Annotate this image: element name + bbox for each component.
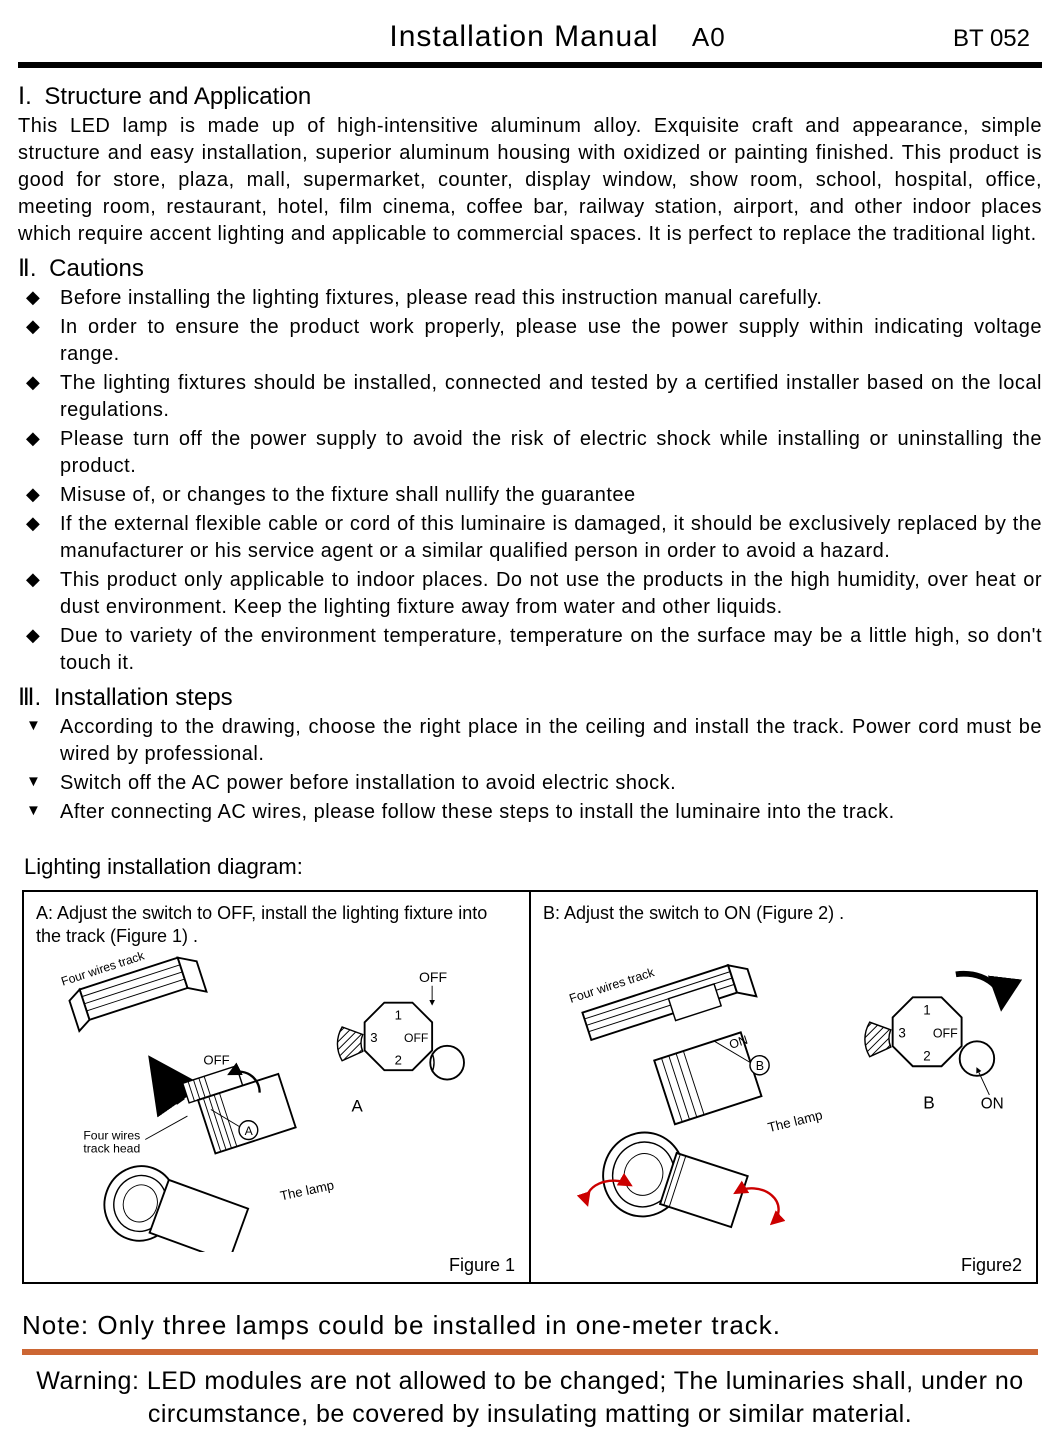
svg-text:2: 2 <box>923 1048 930 1063</box>
section3-num: Ⅲ. <box>18 684 41 711</box>
section2-num: Ⅱ. <box>18 255 36 282</box>
list-item: According to the drawing, choose the rig… <box>18 714 1042 768</box>
dial-off-label: OFF <box>419 969 448 985</box>
panel-a-drawing: Four wires track Four wires track head <box>24 952 529 1252</box>
doc-title-group: Installation Manual A0 <box>22 20 953 54</box>
panel-b-drawing: Four wires track ON <box>531 936 1036 1252</box>
list-item: Misuse of, or changes to the fixture sha… <box>18 482 1042 509</box>
note-text: Note: Only three lamps could be installe… <box>22 1310 1038 1341</box>
section3-heading: Ⅲ. Installation steps <box>18 683 1042 712</box>
section2-title: Cautions <box>49 255 144 282</box>
svg-text:2: 2 <box>395 1053 402 1068</box>
label-head: Four wires <box>83 1129 140 1143</box>
label-callout-a: A <box>245 1124 254 1138</box>
list-item: Switch off the AC power before installat… <box>18 770 1042 797</box>
list-item: In order to ensure the product work prop… <box>18 314 1042 368</box>
section1-body: This LED lamp is made up of high-intensi… <box>18 113 1042 248</box>
cautions-list: Before installing the lighting fixtures,… <box>18 285 1042 677</box>
section3-title: Installation steps <box>54 684 233 711</box>
list-item: This product only applicable to indoor p… <box>18 567 1042 621</box>
panel-a-caption: A: Adjust the switch to OFF, install the… <box>36 902 517 949</box>
diagram-heading: Lighting installation diagram: <box>24 854 1042 880</box>
figure2-label: Figure2 <box>961 1255 1022 1276</box>
panel-b-caption: B: Adjust the switch to ON (Figure 2) . <box>543 902 1024 925</box>
figure1-label: Figure 1 <box>449 1255 515 1276</box>
header: Installation Manual A0 BT 052 <box>18 20 1042 54</box>
svg-text:OFF: OFF <box>404 1031 428 1045</box>
label-off: OFF <box>203 1053 229 1068</box>
diagram-panel-b: B: Adjust the switch to ON (Figure 2) . <box>531 892 1036 1282</box>
header-rule <box>18 62 1042 68</box>
section1-num: Ⅰ. <box>18 83 32 110</box>
doc-title: Installation Manual <box>389 20 658 53</box>
svg-text:3: 3 <box>370 1030 377 1045</box>
warning-text: Warning: LED modules are not allowed to … <box>22 1365 1038 1430</box>
svg-text:track head: track head <box>83 1142 140 1156</box>
svg-text:3: 3 <box>898 1026 905 1041</box>
list-item: Due to variety of the environment temper… <box>18 623 1042 677</box>
diagram-panel-a: A: Adjust the switch to OFF, install the… <box>24 892 531 1282</box>
doc-id: BT 052 <box>953 25 1038 53</box>
list-item: If the external flexible cable or cord o… <box>18 511 1042 565</box>
note-rule <box>22 1349 1038 1355</box>
doc-revision: A0 <box>692 22 726 52</box>
list-item: Before installing the lighting fixtures,… <box>18 285 1042 312</box>
svg-text:1: 1 <box>923 1003 930 1018</box>
dial-b-label: B <box>923 1092 935 1112</box>
list-item: The lighting fixtures should be installe… <box>18 370 1042 424</box>
section1-title: Structure and Application <box>44 83 311 110</box>
section2-heading: Ⅱ. Cautions <box>18 254 1042 283</box>
svg-text:1: 1 <box>395 1008 402 1023</box>
label-lamp-b: The lamp <box>766 1107 824 1135</box>
steps-list: According to the drawing, choose the rig… <box>18 714 1042 826</box>
dial-on-label: ON <box>981 1095 1004 1112</box>
dial-a-label: A <box>352 1096 364 1115</box>
section1-heading: Ⅰ. Structure and Application <box>18 82 1042 111</box>
svg-text:OFF: OFF <box>933 1027 958 1041</box>
label-lamp: The lamp <box>279 1177 336 1203</box>
label-callout-b: B <box>756 1059 764 1073</box>
list-item: Please turn off the power supply to avoi… <box>18 426 1042 480</box>
list-item: After connecting AC wires, please follow… <box>18 799 1042 826</box>
page: Installation Manual A0 BT 052 Ⅰ. Structu… <box>0 0 1060 1450</box>
diagram-box: A: Adjust the switch to OFF, install the… <box>22 890 1038 1284</box>
